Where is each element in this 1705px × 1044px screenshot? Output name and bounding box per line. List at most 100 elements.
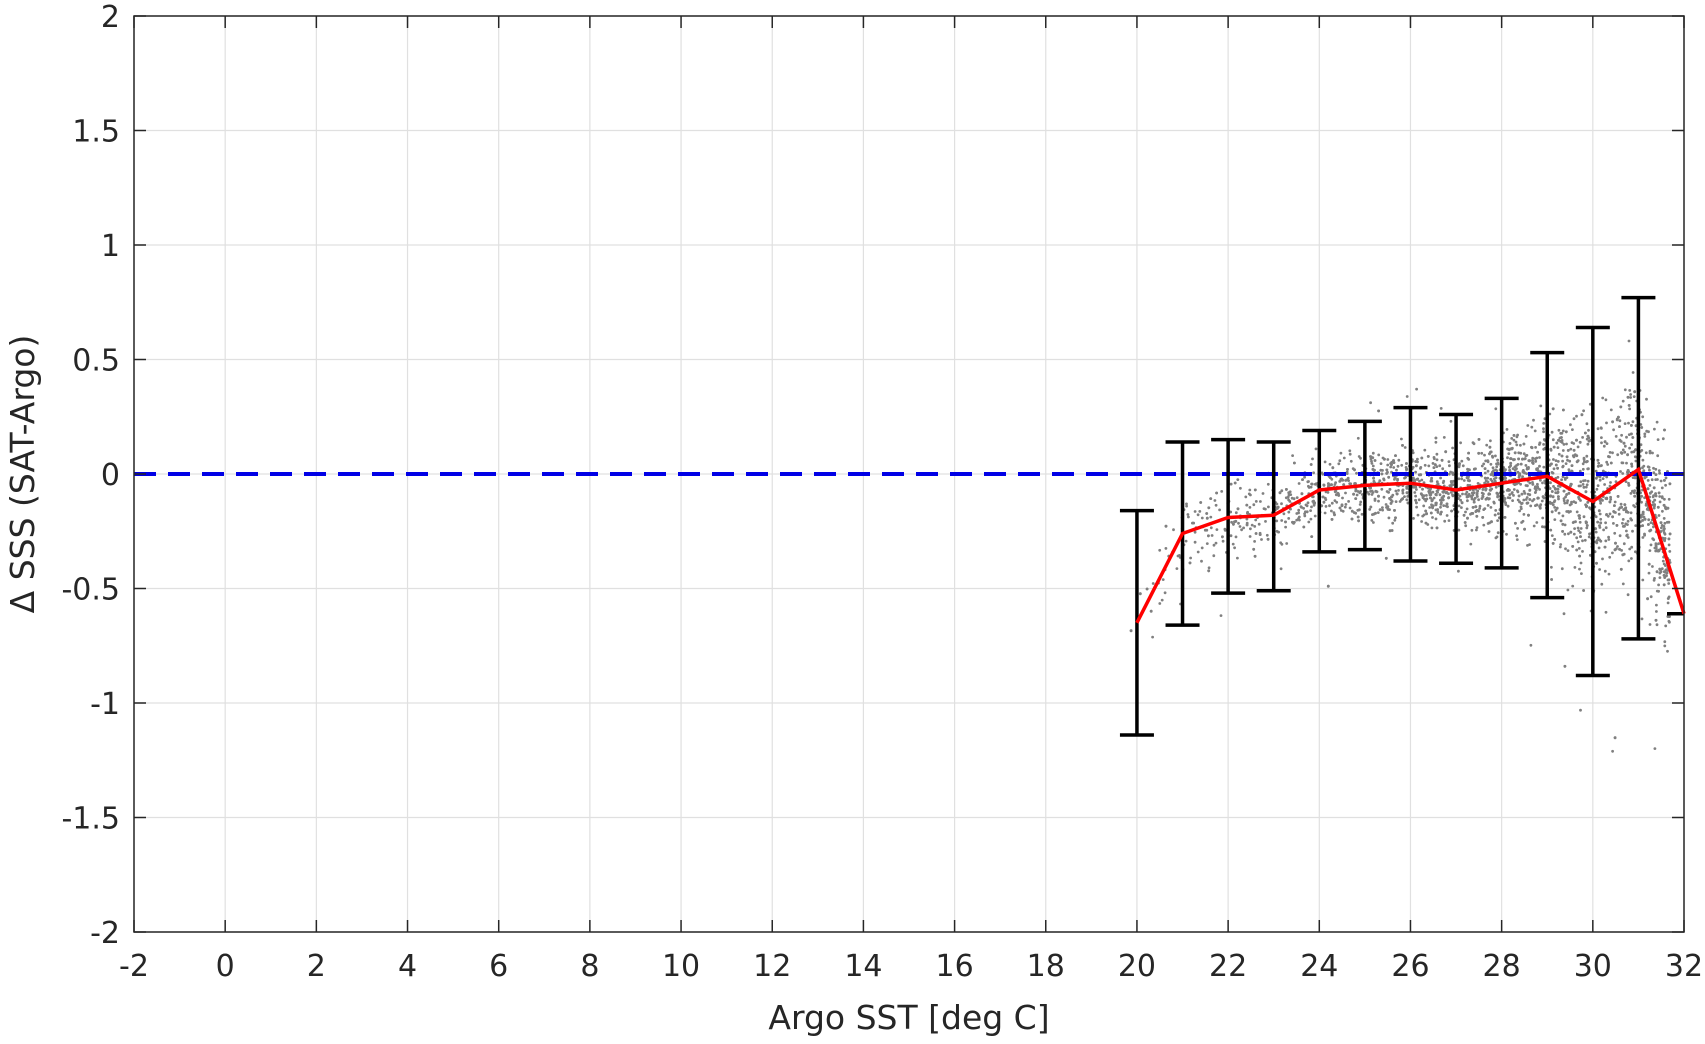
scatter-point xyxy=(1666,649,1669,653)
scatter-point xyxy=(1604,398,1608,402)
scatter-point xyxy=(1234,535,1238,539)
scatter-point xyxy=(1516,489,1519,493)
scatter-point xyxy=(1605,513,1608,517)
scatter-point xyxy=(1333,513,1336,517)
scatter-point xyxy=(1223,528,1227,532)
scatter-point xyxy=(1354,487,1358,491)
scatter-point xyxy=(1238,525,1242,528)
scatter-point xyxy=(1621,553,1625,557)
scatter-point xyxy=(1452,483,1455,486)
scatter-point xyxy=(1624,506,1628,510)
scatter-point xyxy=(1563,478,1567,481)
scatter-point xyxy=(1493,513,1497,517)
scatter-point xyxy=(1542,427,1545,431)
scatter-point xyxy=(1415,505,1418,509)
scatter-point xyxy=(1605,421,1608,425)
scatter-point xyxy=(1242,526,1245,530)
scatter-point xyxy=(1262,507,1266,510)
scatter-point xyxy=(1622,441,1626,445)
scatter-point xyxy=(1443,519,1447,523)
y-tick-label: -0.5 xyxy=(61,573,120,608)
scatter-point xyxy=(1280,519,1284,522)
scatter-point xyxy=(1562,499,1566,503)
x-tick-label: 26 xyxy=(1391,949,1429,984)
scatter-point xyxy=(1660,524,1664,527)
scatter-point xyxy=(1352,492,1355,496)
scatter-point xyxy=(1200,559,1203,563)
scatter-point xyxy=(1233,520,1236,524)
scatter-point xyxy=(1661,559,1665,563)
scatter-point xyxy=(1561,429,1565,433)
scatter-point xyxy=(1666,506,1670,510)
scatter-point xyxy=(1369,505,1373,509)
scatter-point xyxy=(1594,540,1598,544)
scatter-point xyxy=(1353,468,1356,472)
scatter-point xyxy=(1474,505,1478,509)
scatter-point xyxy=(1340,504,1344,507)
scatter-point xyxy=(1576,445,1580,449)
scatter-point xyxy=(1630,450,1634,454)
scatter-point xyxy=(1350,509,1354,513)
scatter-point xyxy=(1530,425,1534,429)
scatter-point xyxy=(1370,459,1373,463)
scatter-point xyxy=(1503,497,1507,500)
scatter-point xyxy=(1519,482,1522,486)
scatter-point xyxy=(1667,537,1671,541)
scatter-point xyxy=(1449,491,1453,494)
y-tick-label: -1.5 xyxy=(61,802,120,837)
scatter-point xyxy=(1642,469,1646,473)
scatter-point xyxy=(1451,471,1454,475)
scatter-point xyxy=(1237,521,1240,525)
scatter-point xyxy=(1389,465,1393,469)
scatter-point xyxy=(1665,574,1668,578)
scatter-point xyxy=(1640,500,1643,504)
scatter-point xyxy=(1229,482,1233,486)
scatter-point xyxy=(1562,489,1566,493)
scatter-point xyxy=(1627,433,1631,436)
scatter-point xyxy=(1630,424,1633,427)
scatter-point xyxy=(1494,468,1497,472)
scatter-point xyxy=(1507,452,1511,455)
scatter-point xyxy=(1460,501,1464,505)
scatter-point xyxy=(1332,511,1336,514)
scatter-point xyxy=(1327,482,1330,485)
scatter-point xyxy=(1626,519,1630,523)
scatter-point xyxy=(1643,517,1647,521)
scatter-point xyxy=(1404,475,1407,479)
scatter-point xyxy=(1485,496,1489,500)
scatter-point xyxy=(1433,463,1437,466)
scatter-point xyxy=(1650,478,1654,482)
scatter-point xyxy=(1436,482,1440,486)
scatter-point xyxy=(1565,501,1569,505)
scatter-point xyxy=(1640,617,1644,621)
scatter-point xyxy=(1667,582,1671,585)
scatter-point xyxy=(1515,443,1519,447)
scatter-point xyxy=(1468,479,1471,483)
scatter-point xyxy=(1548,412,1552,416)
scatter-point xyxy=(1430,526,1434,530)
scatter-point xyxy=(1267,505,1270,509)
scatter-point xyxy=(1662,531,1666,535)
scatter-point xyxy=(1518,500,1521,504)
scatter-point xyxy=(1478,504,1482,508)
scatter-point xyxy=(1582,458,1586,461)
scatter-point xyxy=(1460,477,1464,481)
x-tick-label: 16 xyxy=(935,949,973,984)
scatter-point xyxy=(1538,456,1541,459)
scatter-point xyxy=(1627,404,1631,407)
scatter-point xyxy=(1428,506,1432,509)
scatter-point xyxy=(1420,456,1424,460)
scatter-point xyxy=(1666,597,1670,600)
scatter-point xyxy=(1512,438,1516,442)
scatter-point xyxy=(1246,511,1249,515)
scatter-point xyxy=(1623,524,1626,528)
scatter-point xyxy=(1524,464,1528,467)
scatter-point xyxy=(1550,510,1554,514)
scatter-point xyxy=(1535,503,1539,507)
scatter-point xyxy=(1280,489,1284,493)
scatter-point xyxy=(1571,545,1575,548)
scatter-point xyxy=(1285,542,1289,545)
scatter-point xyxy=(1645,507,1649,511)
scatter-point xyxy=(1337,494,1341,497)
grid xyxy=(133,15,1685,933)
